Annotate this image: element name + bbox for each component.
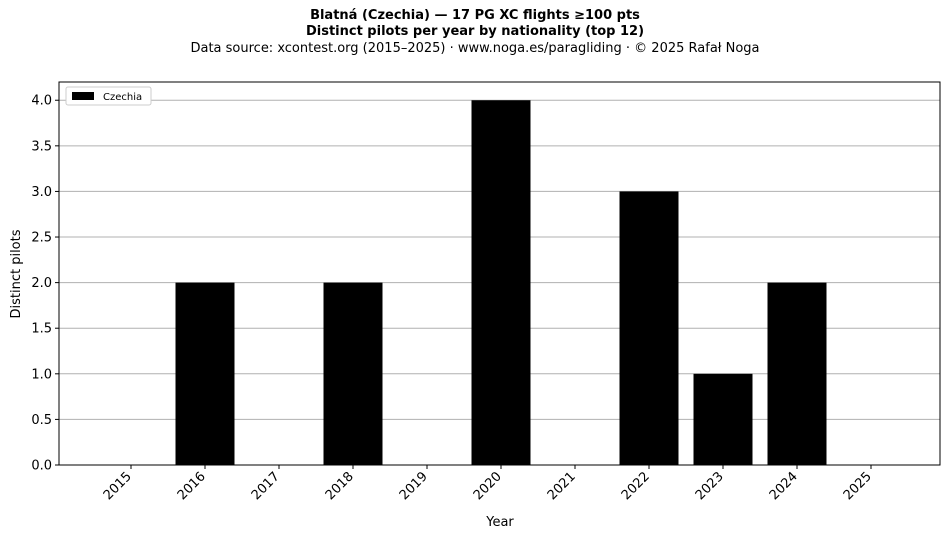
y-tick-label: 0.5 <box>31 413 52 428</box>
x-ticks: 2015 2016 2017 2018 2019 2020 2021 2022 2023 2024… <box>101 465 875 503</box>
x-tick-label: 2020 <box>471 469 505 503</box>
x-tick-label: 2022 <box>619 469 653 503</box>
bar-2022 <box>619 191 679 465</box>
x-tick-label: 2024 <box>767 469 801 503</box>
y-tick-label: 1.0 <box>31 367 52 382</box>
legend-swatch-czechia <box>72 92 94 100</box>
x-tick-label: 2025 <box>841 469 875 503</box>
chart-title: Blatná (Czechia) — 17 PG XC flights ≥100… <box>310 8 640 23</box>
x-tick-label: 2019 <box>397 469 431 503</box>
y-tick-label: 0.0 <box>31 459 52 474</box>
bar-2024 <box>767 282 827 465</box>
y-tick-label: 2.0 <box>31 276 52 291</box>
x-tick-label: 2015 <box>101 469 135 503</box>
y-tick-label: 2.5 <box>31 231 52 246</box>
x-tick-label: 2016 <box>175 469 209 503</box>
y-axis-label: Distinct pilots <box>9 229 24 318</box>
legend: Czechia <box>65 86 152 106</box>
y-tick-label: 3.5 <box>31 139 52 154</box>
y-tick-label: 3.0 <box>31 185 52 200</box>
y-tick-label: 1.5 <box>31 322 52 337</box>
y-tick-label: 4.0 <box>31 94 52 109</box>
y-ticks: 0.0 0.5 1.0 1.5 2.0 2.5 3.0 3.5 4.0 <box>31 94 59 474</box>
plot-frame <box>58 81 941 466</box>
bar-2020 <box>471 100 531 465</box>
bar-2018 <box>323 282 383 465</box>
chart-title-block: Blatná (Czechia) — 17 PG XC flights ≥100… <box>0 8 950 58</box>
legend-label-czechia: Czechia <box>103 92 142 103</box>
x-axis-label: Year <box>485 515 514 530</box>
legend-box <box>65 86 152 106</box>
x-tick-label: 2023 <box>693 469 727 503</box>
data-source-note: Data source: xcontest.org (2015–2025) · … <box>190 41 760 56</box>
x-tick-label: 2018 <box>323 469 357 503</box>
bar-2016 <box>175 282 235 465</box>
x-tick-label: 2017 <box>249 469 283 503</box>
chart-subtitle: Distinct pilots per year by nationality … <box>305 24 645 39</box>
x-tick-label: 2021 <box>545 469 579 503</box>
bar-2023 <box>693 373 753 465</box>
bars <box>175 100 827 465</box>
